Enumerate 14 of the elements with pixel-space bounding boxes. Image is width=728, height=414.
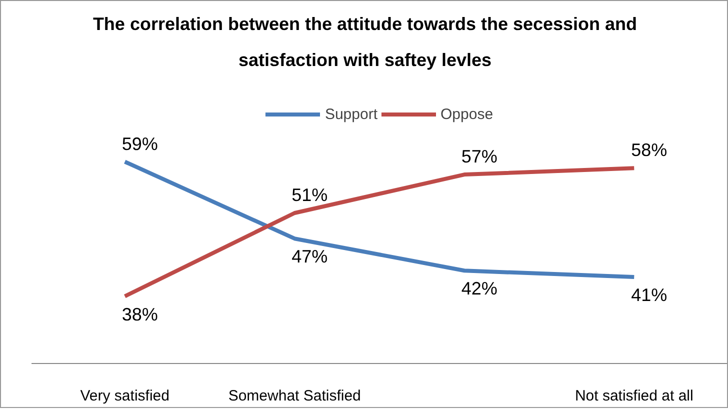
data-label: 38% xyxy=(122,304,158,324)
data-label: 58% xyxy=(631,140,668,160)
chart-title: The correlation between the attitude towards the secession and satisfaction with saftey levles xyxy=(92,13,638,72)
data-label: 59% xyxy=(122,134,158,154)
x-tick-label: Somewhat Satisfied xyxy=(228,388,361,404)
data-label: 47% xyxy=(292,246,328,267)
data-label: 51% xyxy=(292,184,328,205)
x-tick-label: Very satisfied xyxy=(80,388,170,404)
legend-label: Oppose xyxy=(440,106,494,122)
data-label: 41% xyxy=(631,285,668,306)
x-tick-label: Not satisfied at all xyxy=(574,388,694,404)
data-label: 42% xyxy=(461,278,498,299)
data-label: 57% xyxy=(461,146,498,167)
legend-label: Support xyxy=(324,106,378,122)
